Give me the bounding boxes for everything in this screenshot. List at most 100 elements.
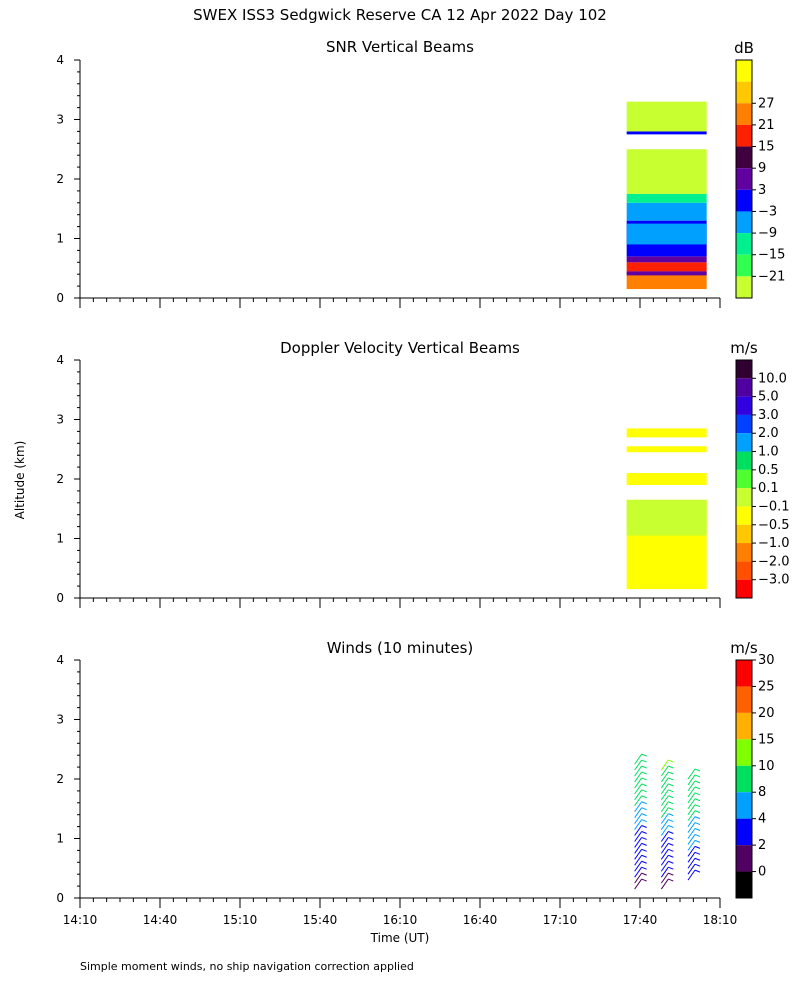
winds-colorbar-frame (735, 659, 753, 899)
snr-layer-1 (626, 271, 707, 276)
wind-barb (660, 878, 669, 890)
doppler-colorbar-label: −1.0 (758, 536, 790, 551)
wind-barb (687, 798, 696, 810)
wind-barb-flag (694, 768, 701, 772)
wind-barb-flag (641, 842, 647, 846)
snr-y-tick-label: 1 (56, 232, 64, 246)
doppler-colorbar-swatch (736, 543, 752, 562)
wind-barb (634, 837, 643, 848)
doppler-colorbar-swatch (736, 451, 752, 470)
wind-barb (687, 828, 696, 839)
wind-barb (634, 831, 643, 842)
winds-panel-title: Winds (10 minutes) (327, 639, 474, 657)
wind-barb (634, 825, 643, 836)
winds-colorbar-swatch (736, 792, 752, 819)
wind-barb (687, 774, 696, 786)
wind-barb (634, 819, 643, 830)
wind-barb (634, 765, 643, 777)
wind-barb-flag (668, 878, 674, 882)
doppler-colorbar-label: −0.1 (758, 499, 790, 514)
snr-colorbar-swatch (736, 254, 752, 277)
snr-colorbar-label: −15 (758, 248, 785, 263)
figure-title: SWEX ISS3 Sedgwick Reserve CA 12 Apr 202… (193, 6, 607, 24)
wind-barb (687, 852, 696, 863)
wind-barb-flag (694, 792, 701, 796)
wind-barb-flag (641, 819, 647, 823)
winds-y-tick-label: 2 (56, 772, 64, 786)
footnote: Simple moment winds, no ship navigation … (80, 960, 414, 973)
winds-colorbar-swatch (736, 871, 752, 898)
winds-colorbar-label: 30 (758, 653, 775, 668)
winds-plot-area: 0 1 2 3 4 14:10 14:40 15:10 15:40 16:10 16:40 17:10… (56, 653, 737, 927)
wind-barb (660, 765, 669, 777)
wind-barb (687, 810, 696, 821)
wind-barb-flag (694, 839, 701, 843)
wind-barb-flag (641, 765, 647, 769)
wind-barb-flag (694, 845, 701, 849)
doppler-y-tick-label: 4 (56, 353, 64, 367)
wind-barb (634, 783, 643, 795)
winds-panel: Winds (10 minutes) m/s 0 1 2 3 4 14:10 14:40 15… (56, 639, 774, 927)
wind-barb (660, 795, 669, 807)
snr-layer-7 (626, 193, 707, 203)
wind-barb-flag (668, 801, 674, 805)
wind-barb (660, 854, 669, 866)
wind-barb (660, 831, 669, 842)
doppler-colorbar-swatch (736, 579, 752, 598)
snr-layer-2 (626, 262, 707, 272)
snr-colorbar-label: 9 (758, 161, 766, 176)
winds-colorbar-swatch (736, 686, 752, 713)
wind-barb (660, 813, 669, 824)
wind-barb (660, 837, 669, 848)
snr-colorbar-label: 15 (758, 140, 775, 155)
wind-barb-flag (694, 786, 701, 790)
doppler-colorbar-swatch (736, 524, 752, 544)
x-tick-label: 14:10 (63, 913, 98, 927)
wind-barb-flag (641, 777, 647, 781)
doppler-colorbar-swatch (736, 506, 752, 525)
wind-barb-flag (641, 825, 647, 828)
wind-barb (660, 777, 669, 789)
doppler-colorbar-label: 1.0 (758, 445, 779, 460)
wind-barb (634, 860, 643, 872)
wind-barb (687, 780, 696, 792)
wind-barb-flag (694, 798, 701, 802)
x-tick-label: 15:10 (223, 913, 258, 927)
doppler-layer-2 (626, 473, 707, 485)
wind-barb (687, 804, 696, 815)
snr-panel-title: SNR Vertical Beams (326, 38, 474, 56)
wind-barb-flag (668, 771, 674, 775)
wind-barb-flag (694, 851, 701, 855)
winds-y-tick-label: 4 (56, 653, 64, 667)
wind-barb-flag (694, 869, 701, 873)
snr-colorbar-unit: dB (734, 39, 754, 57)
winds-colorbar-swatch (736, 660, 752, 687)
snr-y-tick-label: 0 (56, 291, 64, 305)
wind-barb-flag (668, 825, 674, 828)
wind-barb-flag (668, 759, 674, 763)
doppler-colorbar: 10.0 5.0 3.0 2.0 1.0 0.5 0.1 −0.1 −0.5 −1.0 −2.0 −3… (735, 359, 790, 599)
wind-barb-flag (668, 765, 674, 769)
wind-barb (660, 771, 669, 783)
wind-barb (634, 753, 643, 765)
winds-y-tick-label: 3 (56, 713, 64, 727)
snr-colorbar-label: 27 (758, 96, 775, 111)
x-tick-label: 17:10 (543, 913, 578, 927)
snr-colorbar-label: −21 (758, 269, 785, 284)
wind-barb (687, 857, 696, 869)
wind-barb (660, 872, 669, 884)
wind-barb (634, 813, 643, 824)
wind-barb-flag (641, 860, 647, 864)
x-tick-label: 14:40 (143, 913, 178, 927)
wind-barb (660, 789, 669, 801)
snr-layer-9 (626, 131, 707, 135)
x-tick-label: 16:40 (463, 913, 498, 927)
doppler-colorbar-swatch (736, 469, 752, 489)
wind-barb-flag (668, 777, 674, 781)
doppler-layer-1 (626, 499, 707, 536)
wind-barb-flag (668, 866, 674, 870)
wind-barb-flag (694, 822, 701, 826)
winds-colorbar-label: 10 (758, 759, 775, 774)
wind-barb (687, 768, 696, 780)
